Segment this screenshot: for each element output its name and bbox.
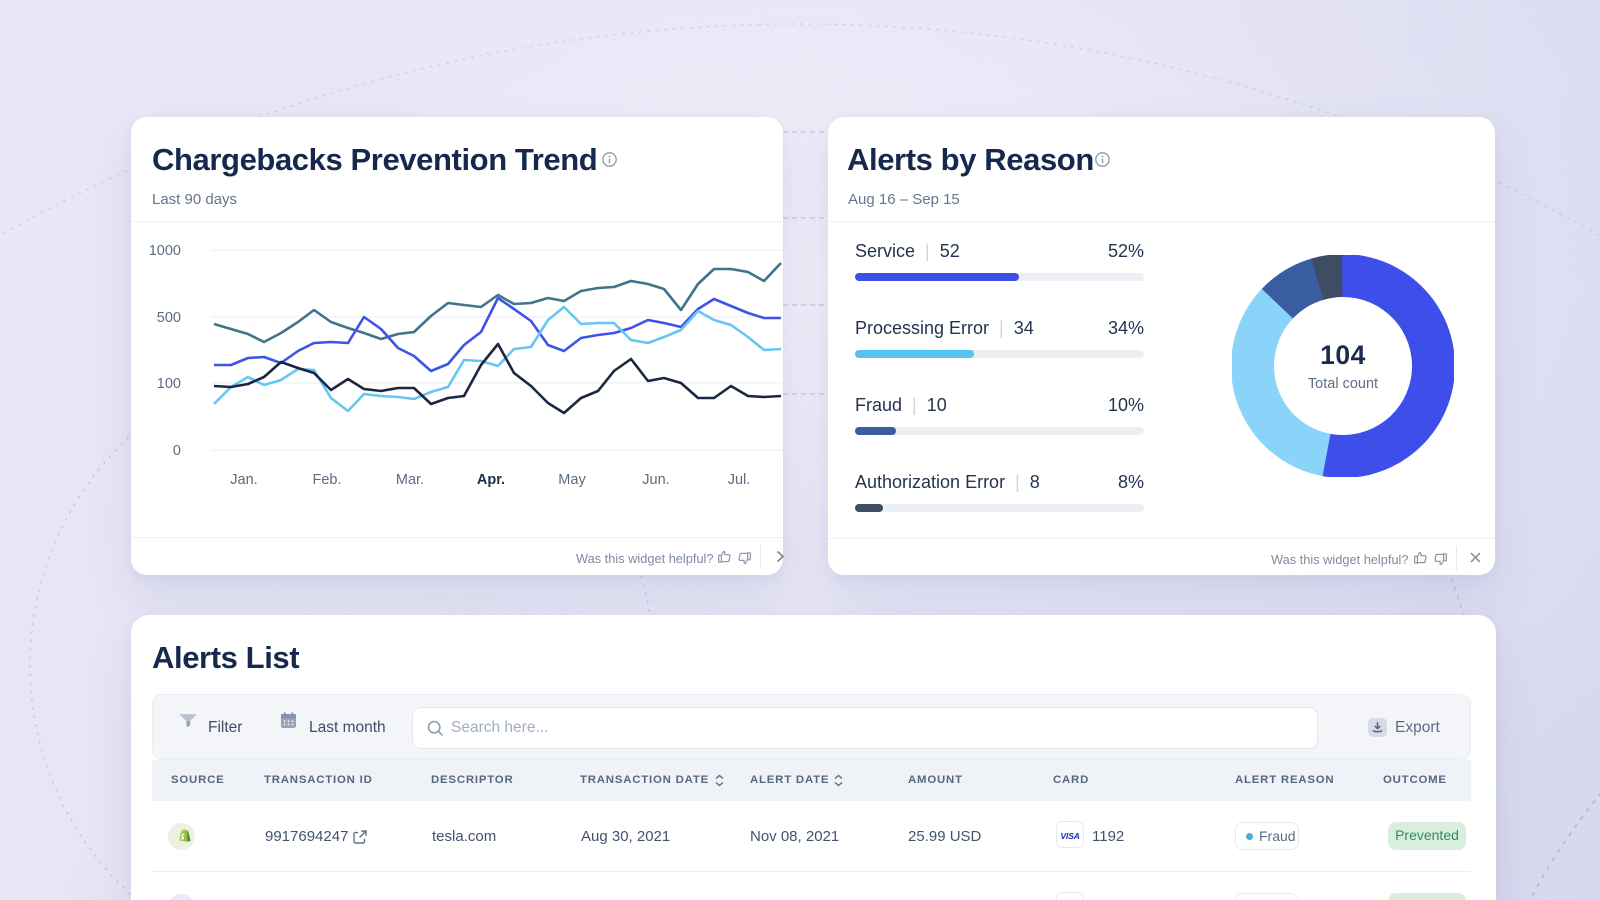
svg-text:Jul.: Jul. <box>728 472 751 488</box>
svg-text:Jan.: Jan. <box>230 472 257 488</box>
svg-text:Jun.: Jun. <box>642 472 669 488</box>
svg-text:Feb.: Feb. <box>312 472 341 488</box>
svg-text:500: 500 <box>157 310 181 326</box>
svg-text:May: May <box>558 472 586 488</box>
svg-text:1000: 1000 <box>149 243 181 259</box>
svg-text:Mar.: Mar. <box>396 472 424 488</box>
svg-text:0: 0 <box>173 443 181 459</box>
svg-text:Apr.: Apr. <box>477 472 505 488</box>
svg-text:100: 100 <box>157 376 181 392</box>
